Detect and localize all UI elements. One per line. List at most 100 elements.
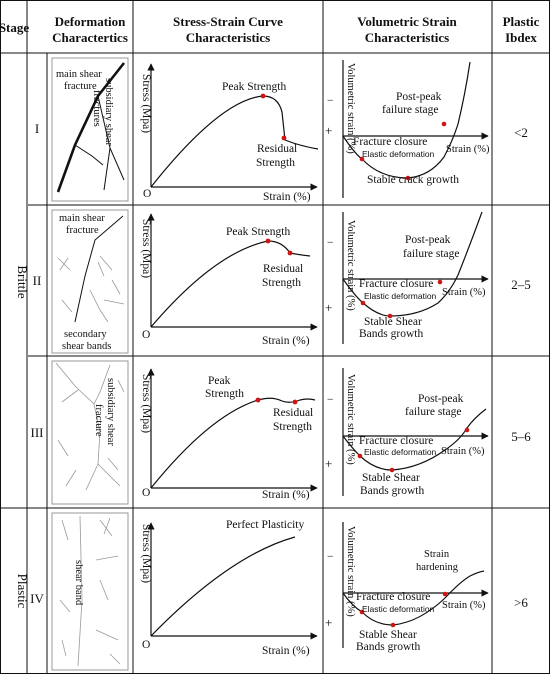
- vol-2-stable-shear: Stable Shear: [364, 316, 422, 328]
- vol-plus-1: +: [325, 123, 332, 138]
- vol-4-elastic-deformation: Elastic deformation: [362, 604, 435, 614]
- stress-axis-label-4: Stress (Mpa): [140, 524, 152, 583]
- vol-1-strain-label: Strain (%): [446, 144, 490, 155]
- header-deformation-line2: Charactertics: [52, 30, 128, 45]
- volumetric-chart-2: [342, 211, 489, 344]
- header-stage: Stage: [0, 20, 29, 35]
- deformation-frames: [51, 57, 129, 671]
- header-stress-strain-line1: Stress-Strain Curve: [173, 14, 283, 29]
- vol-minus-1: −: [327, 95, 334, 107]
- stress-3-peak-strength: Strength: [205, 388, 244, 400]
- deform-2-label-main-shear: main shear: [59, 213, 105, 224]
- header-stress-strain-line2: Characteristics: [186, 30, 270, 45]
- origin-label-2: O: [142, 329, 150, 341]
- vol-3-strain-label: Strain (%): [441, 446, 485, 457]
- header-deformation-line1: Deformation: [55, 14, 127, 29]
- vol-4-hardening: hardening: [416, 562, 459, 573]
- vol-2-failure-stage: failure stage: [403, 248, 460, 260]
- vol-axis-label-4: Volumetric strain (%): [345, 526, 356, 617]
- origin-label-4: O: [142, 639, 150, 651]
- stress-1-strength: Strength: [256, 157, 295, 169]
- vol-4-strain: Strain: [424, 549, 450, 560]
- header-volumetric-line2: Characteristics: [365, 30, 449, 45]
- deform-1-label-main-shear: main shear: [56, 69, 102, 80]
- vol-4-strain-label: Strain (%): [442, 600, 486, 611]
- vol-3-bands-growth: Bands growth: [360, 485, 424, 497]
- vol-plus-4: +: [325, 615, 332, 630]
- strain-axis-label-1: Strain (%): [263, 191, 311, 203]
- vol-4-stable-shear: Stable Shear: [359, 629, 417, 641]
- stage-numeral-3: III: [31, 425, 44, 440]
- deformation-sketch-2-bands: [57, 255, 125, 323]
- vol-3-post-peak: Post-peak: [418, 393, 464, 405]
- deform-4-label-shear-band: shear band: [73, 560, 84, 606]
- deform-3-label-fracture: fracture: [93, 404, 104, 437]
- vol-4-fracture-closure: Fracture closure: [356, 591, 430, 603]
- stress-strain-chart-2: [147, 213, 318, 331]
- header-volumetric-line1: Volumetric Strain: [357, 14, 457, 29]
- stress-2-residual: Residual: [263, 263, 303, 275]
- stress-3-peak: Peak: [208, 375, 231, 387]
- table-header: Stage Deformation Charactertics Stress-S…: [0, 14, 540, 45]
- stress-2-strength: Strength: [262, 277, 301, 289]
- vol-3-failure-stage: failure stage: [405, 406, 462, 418]
- stress-strain-chart-4: [147, 522, 318, 640]
- vol-2-elastic-deformation: Elastic deformation: [364, 291, 437, 301]
- deform-3-label-subsidiary: subsidiary shear: [105, 378, 116, 446]
- deform-1-label-fractures: fractures: [91, 90, 102, 127]
- deformation-sketch-2: [74, 215, 124, 323]
- vol-1-elastic-deformation: Elastic deformation: [362, 149, 435, 159]
- deformation-sketch-1: [56, 62, 126, 193]
- deform-2-label-secondary: secondary: [64, 329, 107, 340]
- vol-3-fracture-closure: Fracture closure: [359, 435, 433, 447]
- plastic-index-2: 2–5: [511, 277, 531, 292]
- vol-minus-3: −: [327, 394, 334, 406]
- strain-axis-label-4: Strain (%): [262, 645, 310, 657]
- stress-axis-label-2: Stress (Mpa): [140, 219, 152, 278]
- strain-axis-label-3: Strain (%): [262, 489, 310, 501]
- vol-3-elastic-deformation: Elastic deformation: [364, 447, 437, 457]
- header-plastic-index-line2: Ibdex: [505, 30, 537, 45]
- volumetric-chart-1: [342, 60, 489, 198]
- vol-2-post-peak: Post-peak: [405, 234, 451, 246]
- vol-axis-label-2: Volumetric strain (%): [345, 220, 356, 311]
- vol-plus-3: +: [325, 456, 332, 471]
- volumetric-chart-3: [342, 368, 489, 496]
- stress-2-peak-strength: Peak Strength: [226, 226, 290, 238]
- vol-2-fracture-closure: Fracture closure: [359, 278, 433, 290]
- deform-1-label-fracture: fracture: [64, 81, 97, 92]
- stress-4-perfect-plasticity: Perfect Plasticity: [226, 519, 304, 531]
- group-label-brittle: Brittle: [15, 265, 30, 298]
- deformation-sketch-3: [55, 362, 125, 491]
- vol-plus-2: +: [325, 300, 332, 315]
- vol-minus-4: −: [327, 551, 334, 563]
- volumetric-chart-4: [342, 522, 489, 648]
- vol-minus-2: −: [327, 237, 334, 249]
- stress-3-residual: Residual: [273, 407, 313, 419]
- plastic-index-3: 5–6: [511, 429, 531, 444]
- deform-1-label-subsidiary: subsidiary shear: [103, 78, 114, 146]
- deformation-sketch-4: [59, 515, 121, 667]
- origin-label-3: O: [142, 487, 150, 499]
- plastic-index-4: >6: [514, 595, 528, 610]
- deform-2-label-fracture: fracture: [66, 225, 99, 236]
- group-label-plastic: Plastic: [15, 574, 30, 609]
- stress-axis-label-3: Stress (Mpa): [140, 374, 152, 433]
- vol-1-post-peak: Post-peak: [396, 91, 442, 103]
- header-plastic-index-line1: Plastic: [503, 14, 540, 29]
- stage-numeral-1: I: [35, 121, 39, 136]
- origin-label-1: O: [143, 188, 151, 200]
- stage-numeral-2: II: [33, 273, 42, 288]
- vol-1-failure-stage: failure stage: [382, 104, 439, 116]
- deform-2-label-shear-bands: shear bands: [62, 341, 111, 352]
- vol-2-bands-growth: Bands growth: [359, 328, 423, 340]
- stress-1-peak-strength: Peak Strength: [222, 81, 286, 93]
- stress-3-residual-strength: Strength: [273, 421, 312, 433]
- stage-numeral-4: IV: [30, 591, 44, 606]
- stress-1-residual: Residual: [257, 143, 297, 155]
- stress-strain-chart-1: [147, 63, 319, 191]
- plastic-index-1: <2: [514, 125, 528, 140]
- vol-3-stable-shear: Stable Shear: [362, 472, 420, 484]
- stress-axis-label-1: Stress (Mpa): [140, 74, 152, 133]
